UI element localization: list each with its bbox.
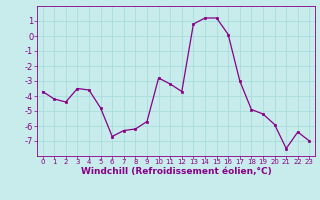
X-axis label: Windchill (Refroidissement éolien,°C): Windchill (Refroidissement éolien,°C) [81,167,271,176]
